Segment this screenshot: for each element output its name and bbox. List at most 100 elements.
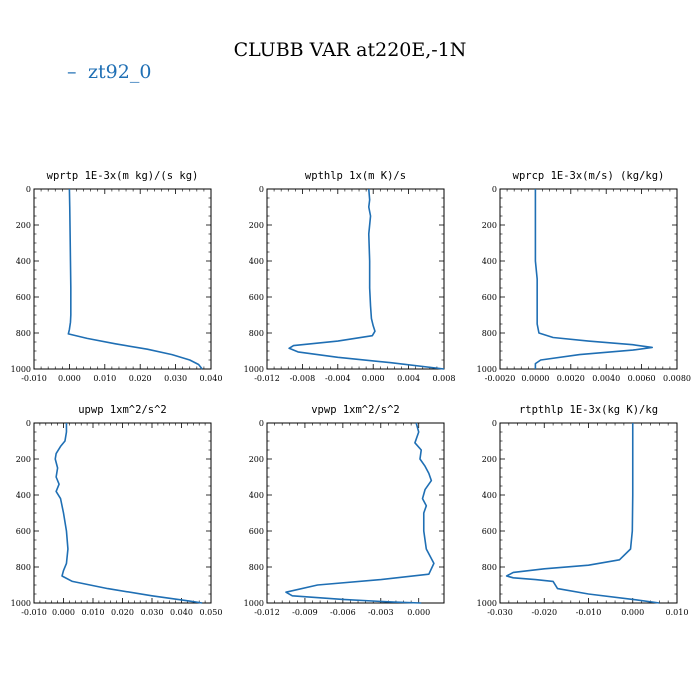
panel-4: upwp 1xm^2/s^2 -0.010 0.000 0.010 0.020 0.030… bbox=[11, 404, 223, 617]
series-line bbox=[534, 189, 654, 369]
plot-frame bbox=[499, 422, 678, 604]
x-tick-label: 0.0040 bbox=[592, 374, 620, 383]
x-tick-label: 0.004 bbox=[397, 374, 420, 383]
panel-title: wpthlp 1x(m K)/s bbox=[305, 170, 406, 182]
y-tick-label: 400 bbox=[16, 257, 31, 266]
y-tick-label: 400 bbox=[482, 491, 497, 500]
legend-label: zt92_0 bbox=[88, 61, 151, 83]
x-tick-label: -0.009 bbox=[292, 608, 318, 617]
x-tick-label: 0.010 bbox=[93, 374, 116, 383]
x-tick-label: 0.000 bbox=[58, 374, 81, 383]
panel-title: rtpthlp 1E-3x(kg K)/kg bbox=[519, 404, 658, 416]
x-tick-label: 0.020 bbox=[111, 608, 134, 617]
panel-5: vpwp 1xm^2/s^2 -0.012 -0.009 -0.006 -0.003 0.… bbox=[244, 404, 445, 617]
x-tick-label: -0.010 bbox=[21, 374, 47, 383]
y-tick-label: 800 bbox=[482, 329, 497, 338]
x-tick-label: 0.000 bbox=[407, 608, 430, 617]
legend-marker: – bbox=[67, 61, 77, 83]
panel-2: wpthlp 1x(m K)/s -0.012 -0.008 -0.004 0.000 0… bbox=[244, 170, 456, 383]
y-tick-label: 200 bbox=[16, 455, 31, 464]
x-tick-label: -0.006 bbox=[330, 608, 356, 617]
y-tick-label: 0 bbox=[26, 419, 31, 428]
y-tick-label: 600 bbox=[249, 527, 264, 536]
figure-title: CLUBB VAR at220E,-1N bbox=[234, 39, 467, 61]
x-tick-label: 0.0000 bbox=[521, 374, 549, 383]
x-tick-label: 0.0060 bbox=[628, 374, 656, 383]
x-tick-label: 0.040 bbox=[200, 374, 223, 383]
x-tick-label: 0.008 bbox=[433, 374, 456, 383]
series-line bbox=[54, 423, 203, 604]
x-tick-label: 0.040 bbox=[170, 608, 193, 617]
plot-frame bbox=[499, 188, 678, 370]
panel-title: upwp 1xm^2/s^2 bbox=[78, 404, 167, 416]
x-tick-label: -0.012 bbox=[254, 374, 280, 383]
x-tick-label: -0.003 bbox=[368, 608, 394, 617]
x-tick-label: -0.010 bbox=[21, 608, 47, 617]
y-tick-label: 800 bbox=[16, 329, 31, 338]
plot-frame bbox=[33, 188, 212, 370]
series-line bbox=[285, 422, 435, 604]
y-tick-label: 0 bbox=[259, 185, 264, 194]
x-tick-label: 0.000 bbox=[621, 608, 644, 617]
legend: – zt92_0 bbox=[67, 61, 151, 83]
y-tick-label: 600 bbox=[482, 527, 497, 536]
y-tick-label: 0 bbox=[259, 419, 264, 428]
y-tick-label: 0 bbox=[26, 185, 31, 194]
series-line bbox=[67, 188, 203, 370]
y-tick-label: 1000 bbox=[244, 599, 264, 608]
panels: wprtp 1E-3x(m kg)/(s kg) -0.010 0.000 0.010… bbox=[11, 170, 691, 617]
x-tick-label: -0.012 bbox=[254, 608, 280, 617]
plot-frame bbox=[33, 422, 212, 604]
y-tick-label: 600 bbox=[249, 293, 264, 302]
x-tick-label: 0.030 bbox=[164, 374, 187, 383]
y-tick-label: 400 bbox=[482, 257, 497, 266]
x-tick-label: -0.008 bbox=[290, 374, 316, 383]
x-tick-label: 0.010 bbox=[82, 608, 105, 617]
y-tick-label: 200 bbox=[249, 455, 264, 464]
y-tick-label: 0 bbox=[492, 185, 497, 194]
y-tick-label: 1000 bbox=[477, 599, 497, 608]
x-tick-label: -0.020 bbox=[531, 608, 557, 617]
plot-frame bbox=[266, 188, 445, 370]
y-tick-label: 600 bbox=[482, 293, 497, 302]
x-tick-label: 0.000 bbox=[52, 608, 75, 617]
y-tick-label: 400 bbox=[16, 491, 31, 500]
y-tick-label: 600 bbox=[16, 527, 31, 536]
y-tick-label: 1000 bbox=[11, 599, 31, 608]
x-tick-label: -0.0020 bbox=[485, 374, 516, 383]
x-tick-label: 0.0080 bbox=[663, 374, 691, 383]
x-tick-label: 0.050 bbox=[200, 608, 223, 617]
y-tick-label: 200 bbox=[249, 221, 264, 230]
panel-title: wprtp 1E-3x(m kg)/(s kg) bbox=[47, 170, 199, 182]
panel-6: rtpthlp 1E-3x(kg K)/kg -0.030 -0.020 -0.010… bbox=[477, 404, 689, 617]
series-line bbox=[288, 188, 445, 370]
y-tick-label: 200 bbox=[482, 221, 497, 230]
y-tick-label: 1000 bbox=[244, 365, 264, 374]
x-tick-label: 0.010 bbox=[666, 608, 689, 617]
y-tick-label: 800 bbox=[16, 563, 31, 572]
y-tick-label: 800 bbox=[249, 329, 264, 338]
panel-title: vpwp 1xm^2/s^2 bbox=[311, 404, 400, 416]
y-tick-label: 800 bbox=[482, 563, 497, 572]
x-tick-label: 0.030 bbox=[141, 608, 164, 617]
x-tick-label: 0.0020 bbox=[557, 374, 585, 383]
x-tick-label: -0.004 bbox=[325, 374, 351, 383]
y-tick-label: 800 bbox=[249, 563, 264, 572]
panel-title: wprcp 1E-3x(m/s) (kg/kg) bbox=[513, 170, 665, 182]
x-tick-label: 0.000 bbox=[362, 374, 385, 383]
x-tick-label: -0.010 bbox=[576, 608, 602, 617]
series-line bbox=[505, 423, 660, 604]
y-tick-label: 1000 bbox=[477, 365, 497, 374]
panel-3: wprcp 1E-3x(m/s) (kg/kg) -0.0020 0.0000 0.0… bbox=[477, 170, 691, 383]
x-tick-label: 0.020 bbox=[129, 374, 152, 383]
panel-1: wprtp 1E-3x(m kg)/(s kg) -0.010 0.000 0.010… bbox=[11, 170, 223, 383]
y-tick-label: 0 bbox=[492, 419, 497, 428]
y-tick-label: 400 bbox=[249, 257, 264, 266]
y-tick-label: 400 bbox=[249, 491, 264, 500]
y-tick-label: 200 bbox=[16, 221, 31, 230]
y-tick-label: 200 bbox=[482, 455, 497, 464]
y-tick-label: 1000 bbox=[11, 365, 31, 374]
y-tick-label: 600 bbox=[16, 293, 31, 302]
x-tick-label: -0.030 bbox=[487, 608, 513, 617]
